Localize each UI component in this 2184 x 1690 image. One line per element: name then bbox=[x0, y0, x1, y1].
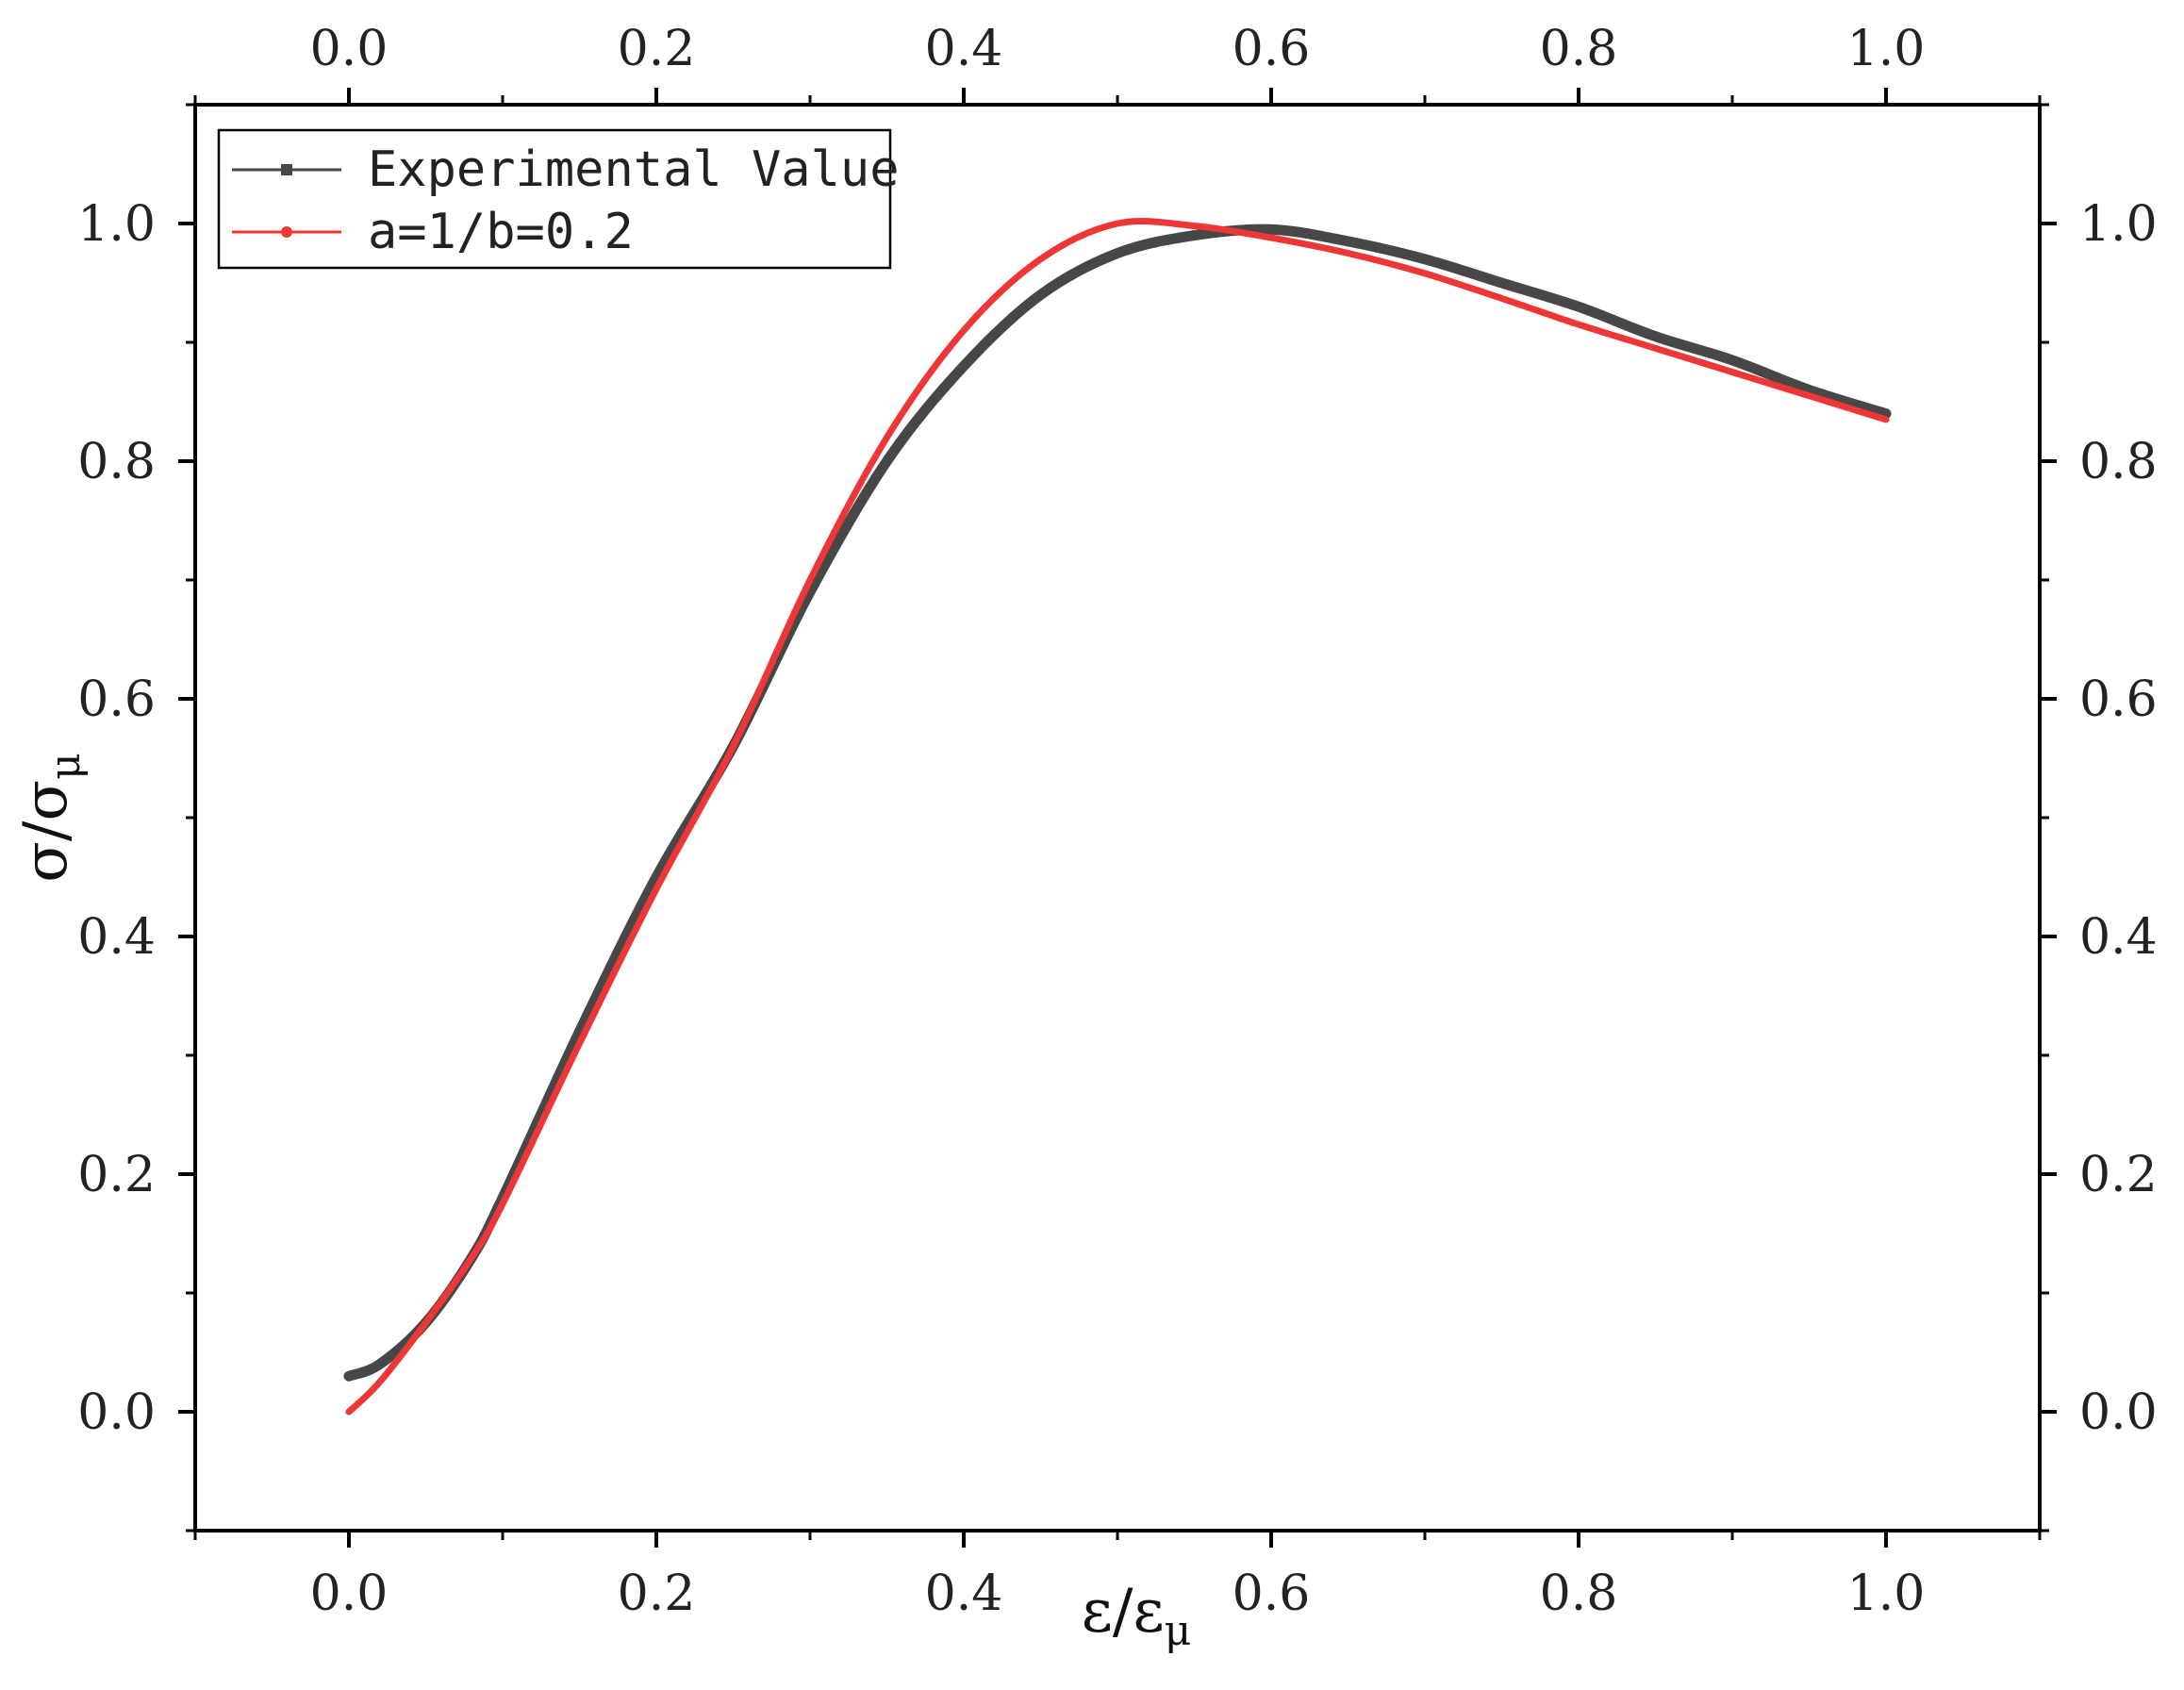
y-right-tick-label: 0.2 bbox=[2079, 1147, 2158, 1203]
y-left-tick-label: 0.2 bbox=[77, 1147, 156, 1203]
series-line-0 bbox=[343, 224, 1892, 1382]
y-right-tick-label: 1.0 bbox=[2079, 196, 2158, 253]
y-right-tick-label: 0.4 bbox=[2079, 909, 2158, 966]
legend-box bbox=[217, 128, 892, 270]
legend-marker-circle bbox=[281, 226, 292, 238]
y-right-tick-label: 0.6 bbox=[2079, 671, 2158, 728]
y-axis-title: σ/σμ bbox=[11, 753, 90, 883]
series-line-1 bbox=[345, 217, 1890, 1416]
x-bottom-tick-label: 0.4 bbox=[925, 1566, 1003, 1622]
y-axis-right: 0.0 0.2 0.4 0.6 0.8 1.0 bbox=[2040, 103, 2158, 1533]
y-left-tick-label: 0.8 bbox=[77, 434, 156, 490]
x-axis-title-subscript: μ bbox=[1165, 1607, 1192, 1655]
x-bottom-tick-label: 0.8 bbox=[1540, 1566, 1618, 1622]
y-right-tick-label: 0.0 bbox=[2079, 1384, 2158, 1441]
y-right-tick-label: 0.8 bbox=[2079, 434, 2158, 490]
y-left-tick-label: 0.4 bbox=[77, 909, 156, 966]
y-left-tick-label: 1.0 bbox=[77, 196, 156, 253]
y-axis-left: 0.0 0.2 0.4 0.6 0.8 1.0 bbox=[77, 103, 195, 1533]
x-bottom-tick-label: 0.2 bbox=[618, 1566, 696, 1622]
y-axis-title-subscript: μ bbox=[41, 753, 90, 780]
x-top-tick-label: 0.0 bbox=[310, 21, 389, 77]
x-bottom-tick-label: 0.0 bbox=[310, 1566, 389, 1622]
y-axis-title-main: σ/σ bbox=[11, 780, 81, 883]
x-bottom-tick-label: 1.0 bbox=[1847, 1566, 1926, 1622]
plot-frame bbox=[193, 103, 2042, 1533]
x-top-tick-label: 1.0 bbox=[1847, 21, 1926, 77]
legend-marker-square bbox=[281, 164, 292, 175]
x-top-tick-label: 0.8 bbox=[1540, 21, 1618, 77]
y-left-tick-label: 0.0 bbox=[77, 1384, 156, 1441]
x-top-tick-label: 0.2 bbox=[618, 21, 696, 77]
x-axis-title: ε/εμ bbox=[1082, 1577, 1191, 1655]
legend-label-model: a=1/b=0.2 bbox=[368, 204, 634, 260]
y-left-tick-label: 0.6 bbox=[77, 671, 156, 728]
x-top-tick-label: 0.4 bbox=[925, 21, 1003, 77]
legend: Experimental Value a=1/b=0.2 bbox=[217, 128, 900, 270]
x-top-tick-label: 0.6 bbox=[1233, 21, 1311, 77]
series-layer bbox=[343, 217, 1892, 1416]
x-axis-title-main: ε/ε bbox=[1082, 1577, 1165, 1647]
x-axis-top: 0.0 0.2 0.4 0.6 0.8 1.0 bbox=[193, 21, 2042, 105]
x-axis-bottom: 0.0 0.2 0.4 0.6 0.8 1.0 bbox=[193, 1531, 2042, 1622]
legend-label-experimental: Experimental Value bbox=[368, 141, 900, 198]
x-bottom-tick-label: 0.6 bbox=[1233, 1566, 1311, 1622]
